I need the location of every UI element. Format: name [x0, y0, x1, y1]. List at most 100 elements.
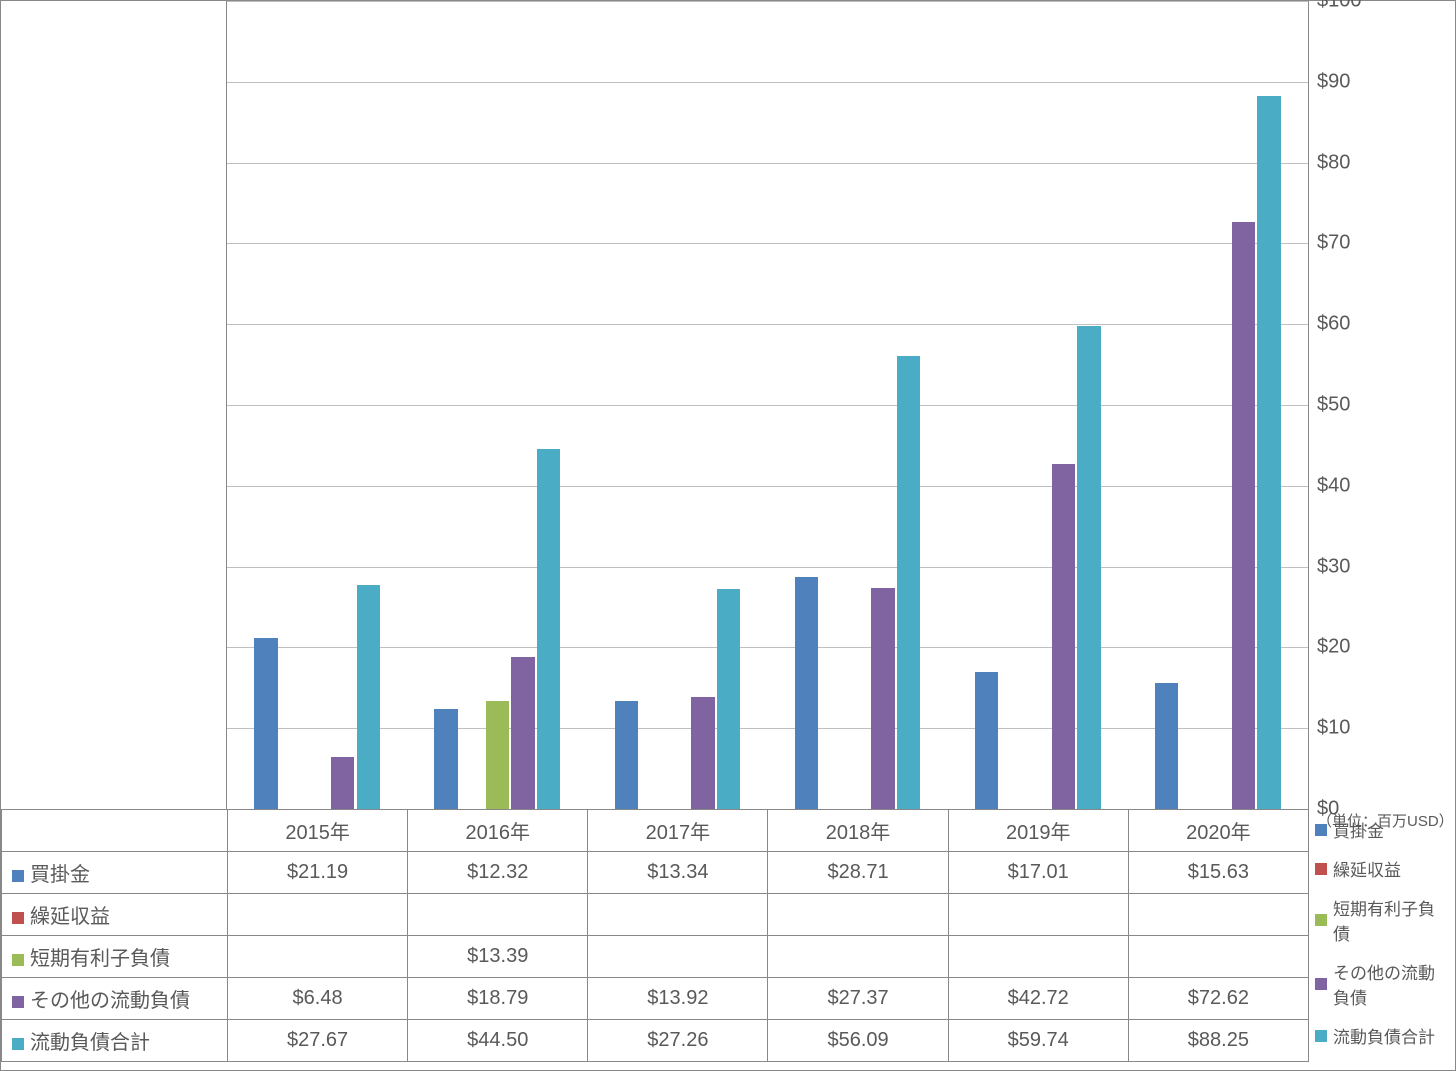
year-group: [227, 1, 407, 809]
legend-swatch: [1315, 1030, 1327, 1042]
series-swatch: [12, 954, 24, 966]
bar-short_term_debt: [486, 701, 509, 809]
data-cell: $27.37: [768, 978, 948, 1020]
bar-other_current_liab: [871, 588, 894, 809]
data-cell: $17.01: [948, 852, 1128, 894]
year-group: [768, 1, 948, 809]
bar-accounts_payable: [1155, 683, 1178, 809]
legend-swatch: [1315, 863, 1327, 875]
bar-accounts_payable: [975, 672, 998, 809]
data-cell: $18.79: [408, 978, 588, 1020]
plot-row: （単位：百万USD） $0$10$20$30$40$50$60$70$80$90…: [1, 1, 1455, 809]
data-cell: [588, 894, 768, 936]
bottom-section: 2015年2016年2017年2018年2019年2020年買掛金$21.19$…: [1, 809, 1455, 1070]
year-header: 2019年: [948, 810, 1128, 852]
chart-container: （単位：百万USD） $0$10$20$30$40$50$60$70$80$90…: [0, 0, 1456, 1071]
data-cell: $13.92: [588, 978, 768, 1020]
bar-total_current_liab: [897, 356, 920, 809]
data-cell: $12.32: [408, 852, 588, 894]
legend-label: 繰延収益: [1333, 856, 1401, 881]
bar-accounts_payable: [254, 638, 277, 809]
series-label: 繰延収益: [30, 906, 110, 928]
year-header: 2018年: [768, 810, 948, 852]
data-cell: $27.67: [228, 1020, 408, 1062]
y-tick-label: $10: [1317, 717, 1350, 740]
legend: 買掛金繰延収益短期有利子負債その他の流動負債流動負債合計: [1309, 809, 1455, 1070]
data-cell: [228, 894, 408, 936]
data-cell: [408, 894, 588, 936]
y-tick-label: $60: [1317, 313, 1350, 336]
bar-total_current_liab: [717, 589, 740, 809]
plot-area: [227, 1, 1309, 809]
year-group: [1128, 1, 1308, 809]
data-table: 2015年2016年2017年2018年2019年2020年買掛金$21.19$…: [1, 809, 1309, 1062]
data-cell: [1128, 936, 1308, 978]
y-tick-label: $90: [1317, 70, 1350, 93]
series-swatch: [12, 996, 24, 1008]
bar-total_current_liab: [1257, 96, 1280, 809]
bar-other_current_liab: [1232, 222, 1255, 809]
data-table-area: 2015年2016年2017年2018年2019年2020年買掛金$21.19$…: [1, 809, 1309, 1070]
data-cell: [1128, 894, 1308, 936]
plot-left-spacer: [1, 1, 227, 809]
row-header: 短期有利子負債: [2, 936, 228, 978]
legend-item: 流動負債合計: [1315, 1023, 1449, 1048]
data-cell: $59.74: [948, 1020, 1128, 1062]
y-tick-label: $50: [1317, 394, 1350, 417]
data-cell: $15.63: [1128, 852, 1308, 894]
series-label: 買掛金: [30, 864, 90, 886]
data-cell: [768, 894, 948, 936]
table-row: 買掛金$21.19$12.32$13.34$28.71$17.01$15.63: [2, 852, 1309, 894]
data-cell: $13.34: [588, 852, 768, 894]
data-cell: $42.72: [948, 978, 1128, 1020]
legend-item: その他の流動負債: [1315, 959, 1449, 1009]
data-cell: [228, 936, 408, 978]
data-cell: $13.39: [408, 936, 588, 978]
data-cell: $21.19: [228, 852, 408, 894]
bar-other_current_liab: [1052, 464, 1075, 809]
legend-swatch: [1315, 978, 1327, 990]
bar-total_current_liab: [1077, 326, 1100, 809]
data-cell: $88.25: [1128, 1020, 1308, 1062]
series-label: 短期有利子負債: [30, 948, 170, 970]
year-group: [587, 1, 767, 809]
bar-other_current_liab: [331, 757, 354, 809]
data-cell: [948, 936, 1128, 978]
row-header: 繰延収益: [2, 894, 228, 936]
year-header: 2016年: [408, 810, 588, 852]
y-tick-label: $70: [1317, 232, 1350, 255]
row-header: 流動負債合計: [2, 1020, 228, 1062]
year-header: 2020年: [1128, 810, 1308, 852]
data-cell: $72.62: [1128, 978, 1308, 1020]
series-label: その他の流動負債: [30, 990, 190, 1012]
row-header: 買掛金: [2, 852, 228, 894]
data-cell: $56.09: [768, 1020, 948, 1062]
table-row: その他の流動負債$6.48$18.79$13.92$27.37$42.72$72…: [2, 978, 1309, 1020]
data-cell: [948, 894, 1128, 936]
legend-label: 短期有利子負債: [1333, 895, 1449, 945]
year-group: [948, 1, 1128, 809]
y-tick-label: $100: [1317, 0, 1362, 13]
table-row: 短期有利子負債 $13.39: [2, 936, 1309, 978]
y-tick-label: $0: [1317, 798, 1339, 821]
bar-accounts_payable: [795, 577, 818, 809]
table-row: 流動負債合計$27.67$44.50$27.26$56.09$59.74$88.…: [2, 1020, 1309, 1062]
series-swatch: [12, 912, 24, 924]
series-swatch: [12, 870, 24, 882]
y-tick-label: $80: [1317, 151, 1350, 174]
year-header: 2015年: [228, 810, 408, 852]
row-header: その他の流動負債: [2, 978, 228, 1020]
bar-accounts_payable: [434, 709, 457, 809]
y-tick-label: $40: [1317, 474, 1350, 497]
legend-label: その他の流動負債: [1333, 959, 1449, 1009]
legend-item: 短期有利子負債: [1315, 895, 1449, 945]
series-label: 流動負債合計: [30, 1032, 150, 1054]
series-swatch: [12, 1038, 24, 1050]
y-tick-label: $30: [1317, 555, 1350, 578]
bar-total_current_liab: [537, 449, 560, 809]
data-cell: $27.26: [588, 1020, 768, 1062]
legend-label: 流動負債合計: [1333, 1023, 1435, 1048]
bar-total_current_liab: [357, 585, 380, 809]
bar-other_current_liab: [511, 657, 534, 809]
data-cell: [768, 936, 948, 978]
